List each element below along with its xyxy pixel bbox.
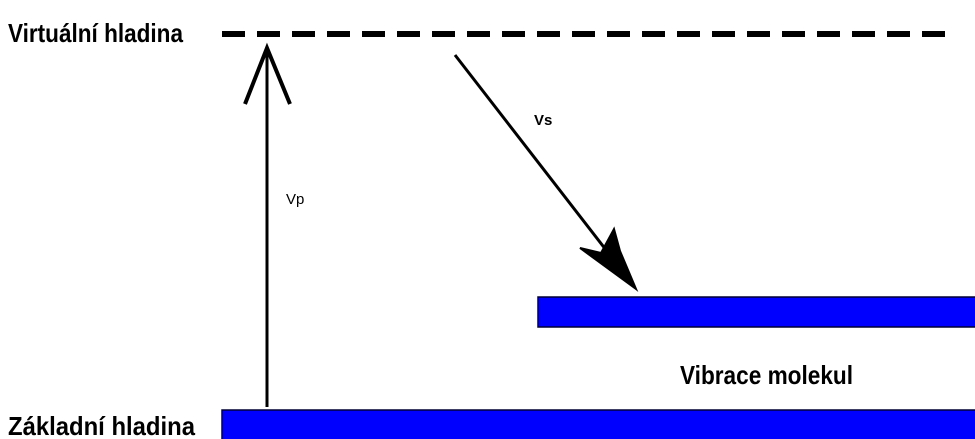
scattered-label: Vs (534, 112, 552, 129)
scattered-arrowhead (579, 226, 639, 292)
virtual-level-label: Virtuální hladina (8, 18, 183, 48)
pump-arrowhead (243, 42, 292, 105)
ground-level (221, 409, 975, 439)
vibration-level (537, 296, 975, 328)
vibration-level-label: Vibrace molekul (680, 360, 853, 390)
ground-level-label: Základní hladina (8, 411, 195, 439)
scattered-arrow (453, 54, 622, 269)
pump-label: Vp (286, 191, 304, 208)
